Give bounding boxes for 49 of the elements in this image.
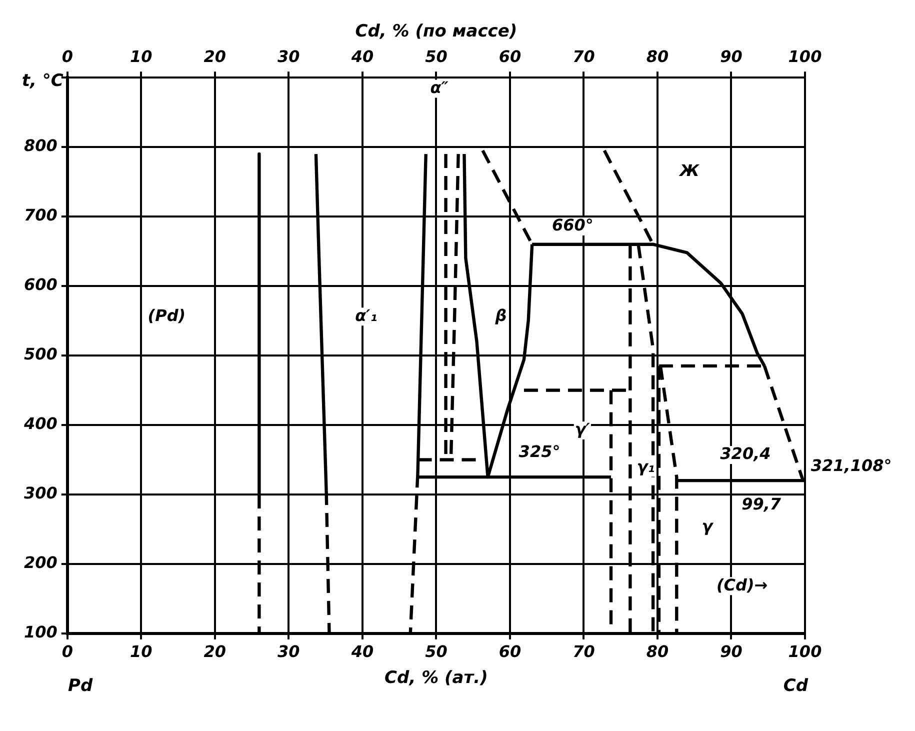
annotation: 320,4 <box>720 444 771 464</box>
x2-tick-label: 30 <box>278 47 300 66</box>
y-tick-label: 800 <box>24 136 58 156</box>
x-axis-title: Cd, % (ат.) <box>384 668 488 688</box>
x2-tick-label: 10 <box>130 47 152 66</box>
x2-tick-label: 100 <box>788 47 822 66</box>
annotation: (Pd) <box>148 306 186 325</box>
text: Cd <box>783 676 808 696</box>
text: Pd <box>68 676 93 696</box>
annotation: (Cd)→ <box>716 575 768 594</box>
y-axis-title: t, °C <box>22 71 64 92</box>
x2-tick-label: 60 <box>498 47 522 66</box>
annotation: Ж <box>678 161 700 180</box>
x-tick-label: 20 <box>204 642 226 662</box>
x-tick-label: 90 <box>720 642 742 662</box>
x2-tick-label: 80 <box>646 47 669 66</box>
x2-tick-label: 40 <box>350 47 374 66</box>
x-tick-label: 80 <box>646 642 669 662</box>
x-tick-label: 60 <box>498 642 522 662</box>
annotation: α″ <box>430 78 450 97</box>
y-tick-label: 500 <box>24 344 58 364</box>
x2-tick-label: 70 <box>572 47 595 66</box>
x-tick-label: 30 <box>278 642 300 662</box>
y-tick-label: 200 <box>24 553 58 572</box>
y-tick-label: 100 <box>24 622 58 642</box>
x2-tick-label: 50 <box>425 47 448 66</box>
x2-tick-label: 90 <box>720 47 742 66</box>
x2-tick-label: 20 <box>204 47 226 66</box>
x2-axis-title: Cd, % (по массе) <box>355 22 518 42</box>
y-tick-label: 600 <box>24 275 58 294</box>
annotation: γ′ <box>574 420 591 439</box>
x-tick-label: 100 <box>788 642 822 662</box>
x-tick-label: 10 <box>130 642 152 662</box>
text: 321,108° <box>810 456 892 475</box>
annotation: γ <box>702 516 714 536</box>
annotation: α′₁ <box>355 306 378 325</box>
annotation: 660° <box>552 216 594 235</box>
annotation: β <box>494 306 507 325</box>
annotation: γ₁ <box>636 456 655 476</box>
annotation: 325° <box>518 442 560 461</box>
y-tick-label: 700 <box>24 206 58 225</box>
x-tick-label: 40 <box>350 642 374 662</box>
annotation: 99,7 <box>742 494 782 514</box>
x-tick-label: 0 <box>62 642 73 662</box>
x2-tick-label: 0 <box>62 47 73 66</box>
y-tick-label: 300 <box>24 484 58 503</box>
y-tick-label: 400 <box>22 414 58 434</box>
x-tick-label: 70 <box>572 642 595 662</box>
x-tick-label: 50 <box>425 642 448 662</box>
